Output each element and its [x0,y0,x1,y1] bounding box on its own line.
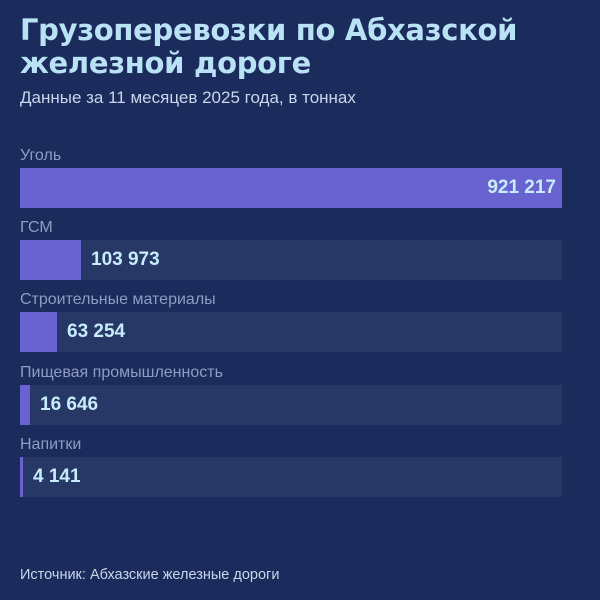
bar-fill [20,385,30,425]
bar-label: Уголь [20,147,62,164]
bar-fill [20,457,23,497]
bar-track: 921 217 [20,168,562,208]
bar-value: 16 646 [40,394,99,415]
bar-label: ГСМ [20,219,53,236]
bar-label: Напитки [20,436,82,453]
bar-fill [20,240,81,280]
bar-value: 103 973 [91,249,160,270]
source-note: Источник: Абхазские железные дороги [20,567,280,583]
bar-label: Строительные материалы [20,291,216,308]
bar-value: 63 254 [67,321,126,342]
bar-fill [20,312,57,352]
bar-track: 16 646 [20,385,562,425]
bar-track: 63 254 [20,312,562,352]
bar-value: 4 141 [33,466,81,487]
chart-subtitle: Данные за 11 месяцев 2025 года, в тоннах [20,88,356,107]
chart-title: Грузоперевозки по Абхазской железной дор… [20,13,518,80]
bar-value: 921 217 [487,177,556,198]
bar-track: 103 973 [20,240,562,280]
bar-label: Пищевая промышленность [20,364,223,381]
bar-track: 4 141 [20,457,562,497]
bar-fill [20,168,562,208]
